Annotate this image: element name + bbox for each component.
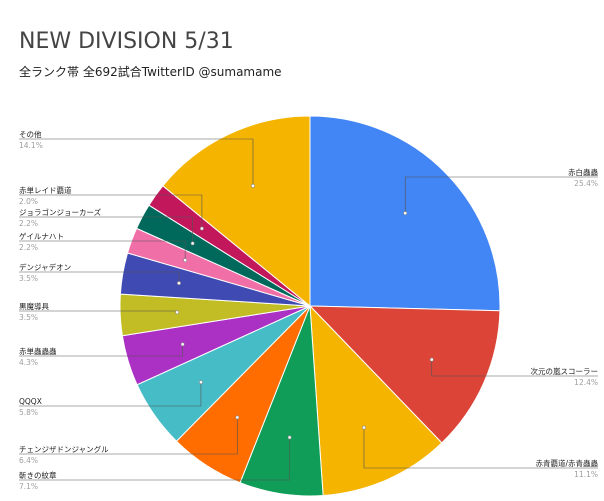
leader-line [19,216,193,244]
leader-line [19,138,254,186]
leader-line [404,176,598,214]
slice-percent: 2.2% [19,243,38,252]
pie-slice [162,115,311,308]
slice-percent: 11.1% [574,470,598,479]
leader-dot [362,425,366,430]
leader-line [19,344,183,357]
leader-dot [251,183,255,188]
pie-slice [308,305,501,444]
slice-label: ゲイルナハト [19,232,64,241]
leader-line [19,382,202,407]
leader-line [19,240,186,261]
chart-title: NEW DIVISION 5/31 [19,29,234,54]
leader-dot [200,226,204,231]
leader-line [19,437,290,481]
slice-label: QQQX [19,397,42,406]
slice-labels: 赤白蟲蟲 25.4% 次元の嵐スコーラー 12.4% 赤青覇道/赤青蟲蟲 11.1% 斬きの… [19,129,598,491]
leader-dot [287,435,292,440]
slice-percent: 12.4% [574,378,598,387]
leader-dot [175,310,180,315]
leader-dot [235,415,240,420]
slice-label: ジョラゴンジョーカーズ [19,207,102,217]
slice-label: 赤単レイド覇道 [19,185,72,195]
slice-label: 赤単蟲蟲蟲 [19,346,57,356]
slice-percent: 4.3% [19,358,38,367]
leader-line [19,271,180,284]
slice-label: 次元の嵐スコーラー [531,366,599,376]
slice-label: 赤青覇道/赤青蟲蟲 [535,458,598,468]
slice-percent: 2.0% [19,197,38,206]
slice-label: 斬きの紋章 [19,470,57,480]
leader-dot [180,342,185,347]
pie-slice [309,304,443,497]
slice-percent: 7.1% [19,482,38,491]
slice-label: チェンジザドンジャングル [19,444,109,454]
leader-dot [177,281,181,286]
slice-percent: 3.5% [19,274,38,283]
pie-slices [119,115,501,497]
slice-percent: 3.5% [19,313,38,322]
slice-percent: 2.2% [19,219,38,228]
slice-percent: 6.4% [19,456,38,465]
leader-dot [183,258,188,263]
chart-subtitle: 全ランク帯 全692試合TwitterID @sumamame [19,64,282,79]
leader-line [19,194,203,229]
leader-dot [429,357,434,362]
slice-label: その他 [19,129,42,139]
slice-label: 黒魔導具 [19,301,49,311]
slice-label: 赤白蟲蟲 [568,167,598,177]
leader-line [431,359,598,377]
leader-line [363,427,598,469]
leader-dot [190,241,195,246]
slice-label: デンジャデオン [19,262,71,272]
slice-percent: 5.8% [19,408,38,417]
leader-dot [199,380,203,385]
slice-percent: 25.4% [574,179,598,188]
leader-line [19,417,238,455]
leader-dot [403,211,408,216]
slice-percent: 14.1% [19,141,43,150]
